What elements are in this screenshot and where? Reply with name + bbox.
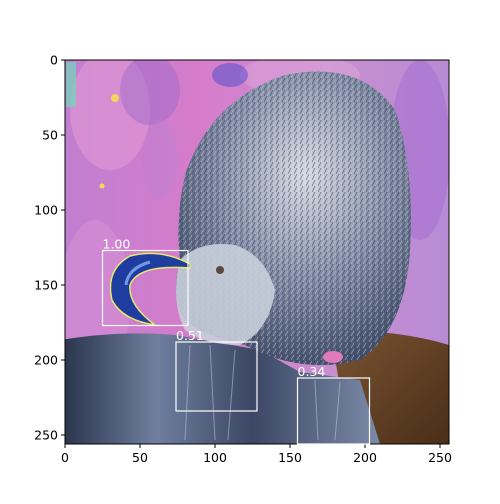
x-tick-label: 150 — [278, 450, 302, 465]
detection-score-label: 1.00 — [103, 237, 131, 252]
x-tick-label: 250 — [428, 450, 452, 465]
background-blob — [142, 120, 178, 200]
photo — [65, 60, 449, 444]
x-axis: 0 50 100 150 200 250 — [61, 444, 452, 465]
y-axis: 0 50 100 150 200 250 — [34, 53, 65, 443]
speckle — [111, 94, 119, 102]
detection-box — [296, 377, 371, 445]
detection-boxes: 1.00 0.51 0.34 — [101, 237, 371, 445]
axes-frame — [64, 59, 450, 445]
x-tick-label: 0 — [61, 450, 69, 465]
detection-score-label: 0.34 — [298, 364, 326, 379]
crescent-highlight — [124, 260, 151, 286]
background-blob — [120, 60, 180, 125]
speckle — [99, 183, 105, 189]
speckle — [66, 62, 76, 107]
detection-score-label: 0.51 — [176, 328, 204, 343]
detection-box — [175, 341, 258, 412]
hedgehog-eye — [216, 266, 224, 274]
stump-texture — [184, 344, 341, 441]
x-tick-label: 100 — [203, 450, 227, 465]
background-blob — [70, 60, 150, 170]
crescent-object — [109, 252, 191, 326]
y-tick-label: 200 — [34, 353, 58, 368]
x-tick-label: 50 — [132, 450, 148, 465]
y-tick-label: 50 — [42, 128, 58, 143]
y-tick-label: 250 — [34, 428, 58, 443]
background-blob — [212, 63, 248, 87]
y-tick-label: 150 — [34, 278, 58, 293]
x-tick-label: 200 — [353, 450, 377, 465]
stump — [65, 333, 380, 444]
y-tick-label: 0 — [50, 53, 58, 68]
hedgehog-foot — [323, 351, 343, 363]
y-tick-label: 100 — [34, 203, 58, 218]
detection-box — [101, 249, 189, 327]
hedgehog-face — [176, 244, 275, 345]
